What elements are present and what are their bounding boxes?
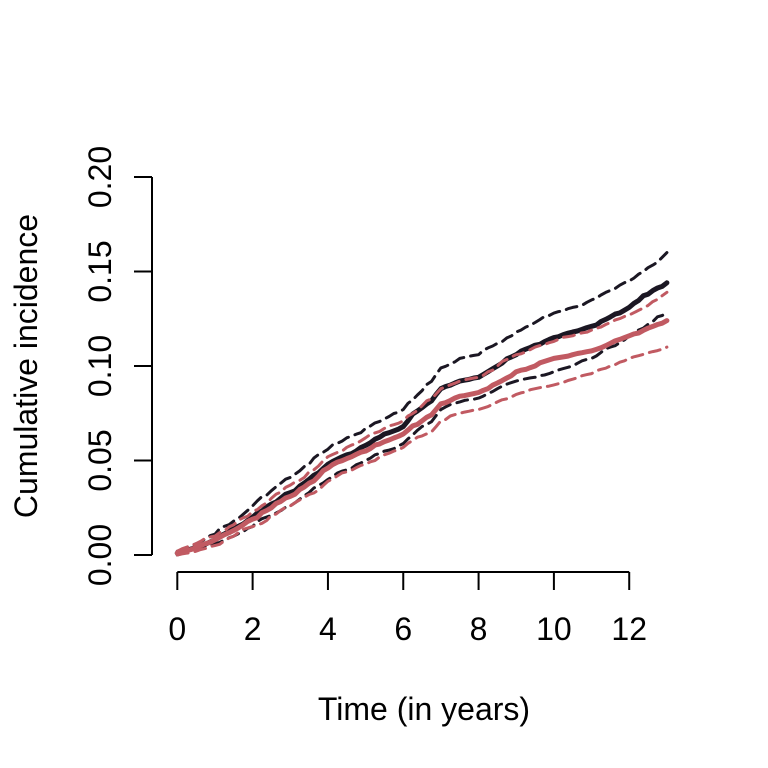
- x-tick-label: 8: [470, 611, 488, 647]
- y-tick-label: 0.00: [82, 524, 118, 586]
- series-group-2-cumulative-incidence: [174, 318, 670, 556]
- series-group-2-upper-ci: [175, 290, 669, 553]
- y-axis-title: Cumulative incidence: [8, 214, 44, 518]
- axes-layer: 0 2 4 6 8 10 12 0.00 0.05 0.10 0.15 0.20: [82, 146, 647, 647]
- x-axis-title: Time (in years): [318, 691, 530, 727]
- x-tick-label: 12: [611, 611, 647, 647]
- y-tick-label: 0.20: [82, 146, 118, 208]
- series-group-1-lower-ci: [175, 311, 669, 557]
- x-tick-label: 6: [394, 611, 412, 647]
- y-tick-label: 0.05: [82, 429, 118, 491]
- x-tick-label: 0: [168, 611, 186, 647]
- y-tick-label: 0.15: [82, 240, 118, 302]
- series-group-2-lower-ci: [175, 345, 669, 557]
- y-tick-label: 0.10: [82, 335, 118, 397]
- curves-layer: [174, 251, 670, 557]
- x-tick-label: 4: [319, 611, 337, 647]
- x-tick-label: 2: [244, 611, 262, 647]
- series-group-1-upper-ci: [175, 251, 669, 553]
- x-tick-label: 10: [536, 611, 572, 647]
